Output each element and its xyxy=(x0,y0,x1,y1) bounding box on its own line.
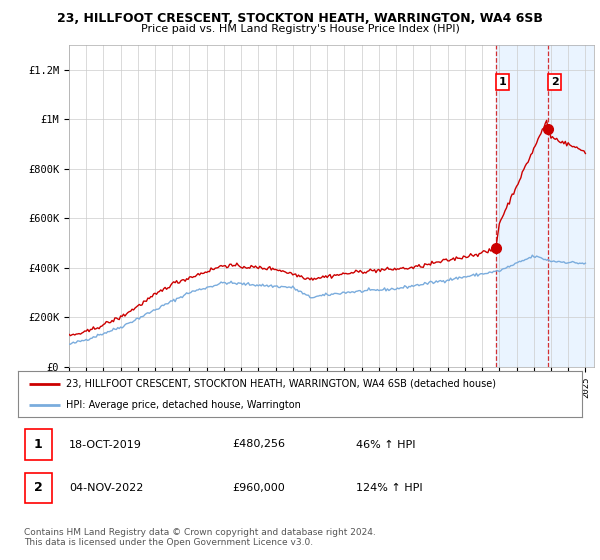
Text: £480,256: £480,256 xyxy=(232,440,286,450)
Text: HPI: Average price, detached house, Warrington: HPI: Average price, detached house, Warr… xyxy=(66,400,301,410)
Text: 23, HILLFOOT CRESCENT, STOCKTON HEATH, WARRINGTON, WA4 6SB (detached house): 23, HILLFOOT CRESCENT, STOCKTON HEATH, W… xyxy=(66,379,496,389)
Text: 1: 1 xyxy=(498,77,506,87)
Bar xyxy=(496,45,594,367)
Text: Contains HM Land Registry data © Crown copyright and database right 2024.
This d: Contains HM Land Registry data © Crown c… xyxy=(24,528,376,547)
Text: 2: 2 xyxy=(34,482,43,494)
Text: £960,000: £960,000 xyxy=(232,483,285,493)
Text: 124% ↑ HPI: 124% ↑ HPI xyxy=(356,483,423,493)
FancyBboxPatch shape xyxy=(25,430,52,460)
Text: 04-NOV-2022: 04-NOV-2022 xyxy=(69,483,143,493)
FancyBboxPatch shape xyxy=(25,473,52,503)
Text: Price paid vs. HM Land Registry's House Price Index (HPI): Price paid vs. HM Land Registry's House … xyxy=(140,24,460,34)
Text: 18-OCT-2019: 18-OCT-2019 xyxy=(69,440,142,450)
Text: 2: 2 xyxy=(551,77,559,87)
Text: 46% ↑ HPI: 46% ↑ HPI xyxy=(356,440,416,450)
Text: 23, HILLFOOT CRESCENT, STOCKTON HEATH, WARRINGTON, WA4 6SB: 23, HILLFOOT CRESCENT, STOCKTON HEATH, W… xyxy=(57,12,543,25)
Text: 1: 1 xyxy=(34,438,43,451)
